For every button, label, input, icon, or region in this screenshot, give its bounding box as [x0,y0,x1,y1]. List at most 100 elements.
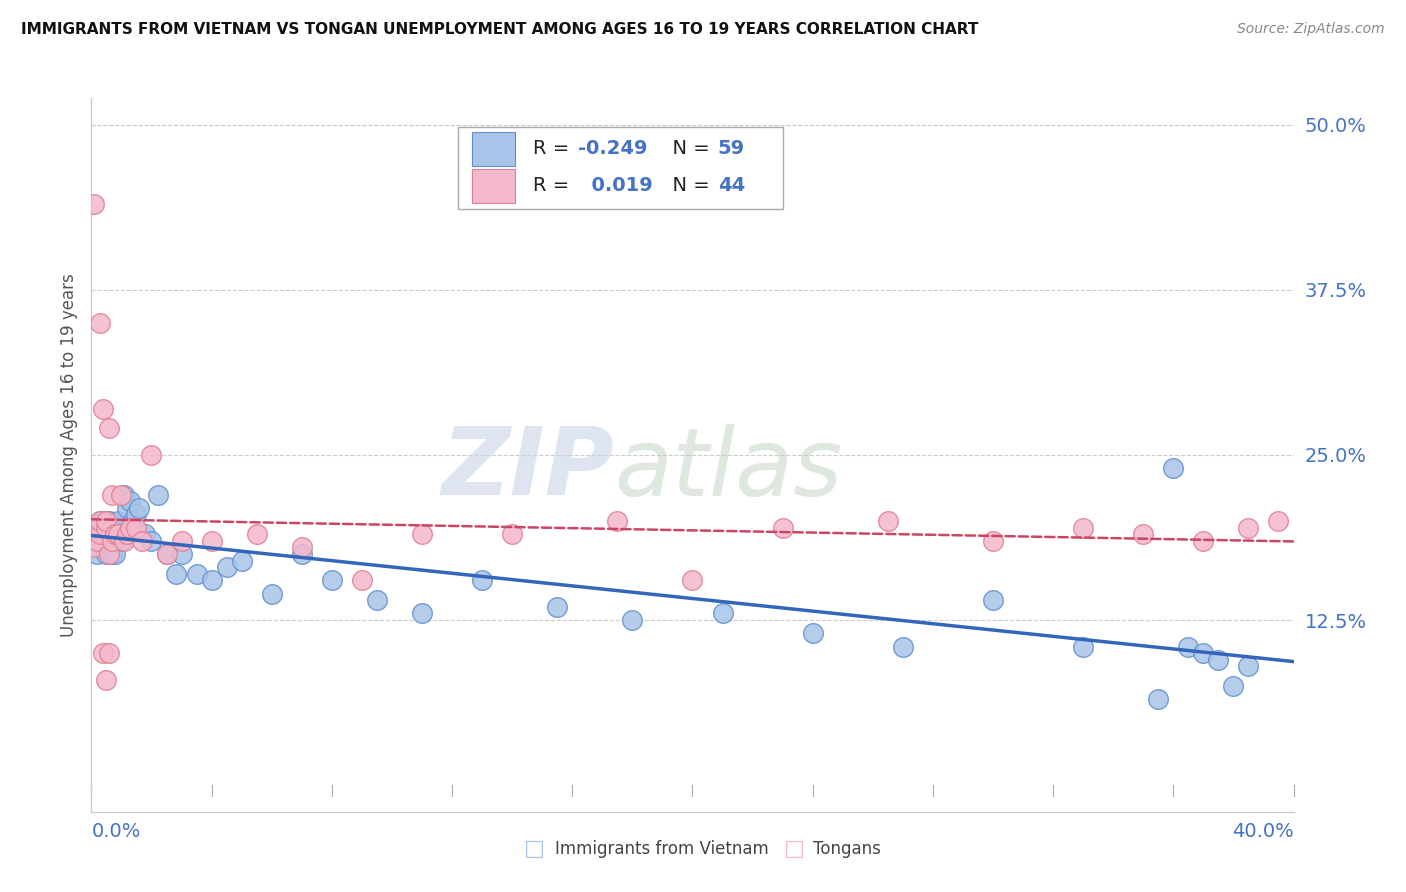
Point [128,500,150,515]
Text: □: □ [524,839,544,859]
Point [621,613,644,627]
Point [117,527,139,541]
Point [98,520,121,534]
Point [86,533,108,548]
Point [215,560,238,574]
Point [107,514,129,528]
Point [98,514,121,528]
Point [201,533,224,548]
Point [246,527,269,541]
Text: ZIP: ZIP [441,423,614,516]
Point [120,494,142,508]
Point [155,547,177,561]
Point [89,527,111,541]
Point [1192,646,1215,660]
Point [1237,659,1260,673]
Text: IMMIGRANTS FROM VIETNAM VS TONGAN UNEMPLOYMENT AMONG AGES 16 TO 19 YEARS CORRELA: IMMIGRANTS FROM VIETNAM VS TONGAN UNEMPL… [21,22,979,37]
Point [366,593,388,607]
Point [114,533,136,548]
Point [86,533,108,548]
Point [260,587,283,601]
Text: N =: N = [659,139,716,158]
Point [1222,679,1244,693]
Point [93,401,115,416]
Point [165,566,187,581]
Point [134,527,156,541]
Text: 44: 44 [717,177,745,195]
Point [107,520,129,534]
Point [83,520,105,534]
Text: atlas: atlas [614,424,842,515]
Point [1071,520,1094,534]
Point [291,547,314,561]
Point [101,487,124,501]
Text: Immigrants from Vietnam: Immigrants from Vietnam [555,840,769,858]
Point [120,520,142,534]
Point [89,514,111,528]
Point [96,547,118,561]
Point [89,527,111,541]
Point [114,487,136,501]
Point [146,487,169,501]
Point [110,487,132,501]
Text: □: □ [785,839,804,859]
Text: 59: 59 [717,139,745,158]
Point [83,197,105,211]
Point [104,527,127,541]
Point [101,533,124,548]
Bar [458,127,783,209]
Point [96,673,118,687]
Text: 0.019: 0.019 [578,177,652,195]
Point [201,574,224,588]
Point [1237,520,1260,534]
Point [1177,640,1199,654]
Point [93,514,115,528]
Point [711,607,734,621]
Point [1161,461,1184,475]
Point [96,514,118,528]
Point [98,646,121,660]
Point [122,514,145,528]
Point [131,533,153,548]
Point [110,533,132,548]
Point [107,527,129,541]
Text: Tongans: Tongans [813,840,880,858]
Text: R =: R = [533,139,575,158]
Point [98,533,121,548]
Point [125,508,148,522]
Point [231,554,253,568]
Point [104,533,127,548]
Point [98,547,121,561]
Point [89,514,111,528]
Point [981,533,1004,548]
Point [93,520,115,534]
Point [350,574,373,588]
Point [96,533,118,548]
Point [546,599,568,614]
Point [1132,527,1154,541]
Text: Source: ZipAtlas.com: Source: ZipAtlas.com [1237,22,1385,37]
Point [110,527,132,541]
Point [411,607,433,621]
Bar [472,169,515,203]
Point [117,500,139,515]
Bar [472,132,515,166]
Point [1208,653,1230,667]
Point [772,520,794,534]
Text: -0.249: -0.249 [578,139,648,158]
Point [321,574,343,588]
Point [89,316,111,330]
Point [471,574,494,588]
Text: 0.0%: 0.0% [91,822,141,841]
Point [101,520,124,534]
Point [96,527,118,541]
Point [141,533,163,548]
Point [501,527,523,541]
Point [681,574,703,588]
Point [93,646,115,660]
Point [606,514,628,528]
Point [104,547,127,561]
Point [98,421,121,435]
Point [981,593,1004,607]
Point [891,640,914,654]
